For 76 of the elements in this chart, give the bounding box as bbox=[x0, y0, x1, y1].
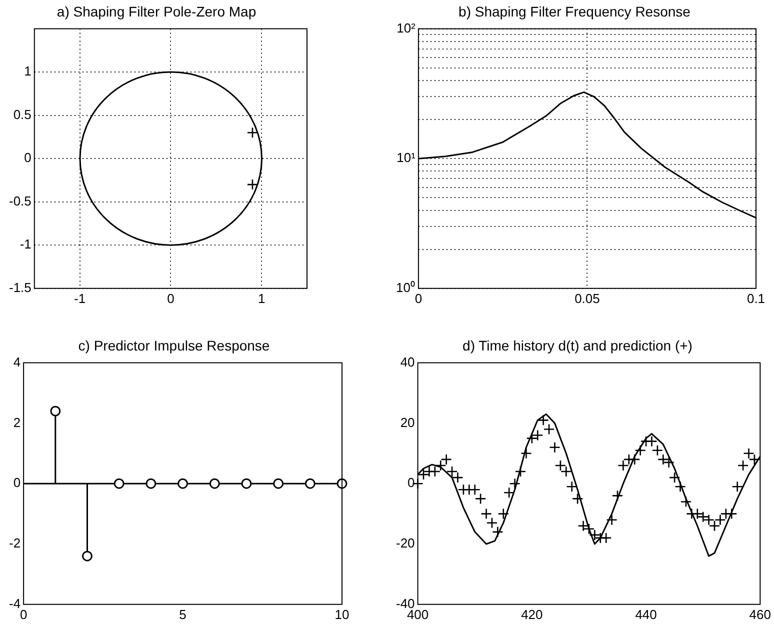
point bbox=[674, 480, 686, 492]
point bbox=[726, 508, 738, 520]
x-tick-label: 0.1 bbox=[746, 290, 766, 306]
point bbox=[628, 454, 640, 466]
point bbox=[474, 493, 486, 504]
y-tick-label: 0 bbox=[408, 475, 415, 490]
point bbox=[434, 460, 446, 472]
chart-title: a) Shaping Filter Pole-Zero Map bbox=[56, 3, 256, 20]
x-tick-label: 440 bbox=[635, 606, 657, 622]
point bbox=[737, 460, 749, 472]
point bbox=[520, 448, 532, 460]
point bbox=[600, 532, 612, 544]
y-tick-label: 2 bbox=[13, 414, 21, 430]
y-tick-label: -20 bbox=[396, 536, 415, 551]
point bbox=[732, 480, 743, 492]
y-tick-label: 4 bbox=[13, 354, 21, 370]
y-tick-label: -0.5 bbox=[8, 193, 32, 208]
point bbox=[498, 508, 510, 520]
point bbox=[714, 514, 726, 526]
point bbox=[114, 478, 124, 489]
point bbox=[146, 478, 156, 489]
point bbox=[178, 478, 188, 489]
point bbox=[509, 478, 520, 490]
y-tick-label: 0.5 bbox=[13, 106, 32, 122]
point bbox=[82, 550, 92, 562]
x-tick-label: 460 bbox=[749, 606, 772, 622]
y-tick-label: 1 bbox=[24, 64, 32, 79]
x-tick-label: 420 bbox=[521, 606, 543, 622]
point bbox=[469, 484, 480, 496]
y-tick-label: -1 bbox=[20, 236, 32, 252]
point bbox=[486, 517, 498, 529]
point bbox=[543, 424, 555, 435]
point bbox=[304, 478, 316, 489]
point bbox=[612, 490, 624, 502]
point bbox=[50, 406, 61, 416]
y-tick-label: 20 bbox=[400, 414, 415, 430]
point bbox=[273, 478, 284, 489]
point bbox=[538, 414, 549, 426]
point bbox=[646, 436, 658, 447]
point bbox=[549, 442, 560, 454]
y-tick-label: 40 bbox=[400, 354, 415, 370]
x-tick-label: 10 bbox=[334, 606, 350, 622]
y-tick-label: -40 bbox=[396, 596, 415, 611]
y-tick-label: 10² bbox=[396, 20, 416, 36]
chart-title: b) Shaping Filter Frequency Resonse bbox=[458, 3, 691, 20]
point bbox=[606, 514, 618, 526]
y-tick-label: 0 bbox=[24, 150, 32, 166]
y-tick-label: -2 bbox=[8, 536, 21, 551]
point bbox=[680, 496, 692, 508]
point bbox=[634, 444, 646, 456]
point bbox=[336, 478, 348, 489]
point bbox=[480, 508, 492, 520]
y-tick-label: 10⁰ bbox=[396, 280, 416, 295]
point bbox=[503, 487, 515, 498]
y-tick-label: 10¹ bbox=[396, 150, 416, 166]
point bbox=[572, 493, 584, 504]
y-tick-label: -4 bbox=[8, 596, 21, 611]
point bbox=[618, 460, 629, 472]
y-tick-label: -1.5 bbox=[8, 280, 32, 295]
point bbox=[532, 430, 544, 441]
point bbox=[526, 432, 538, 444]
point bbox=[241, 478, 252, 489]
point bbox=[209, 478, 220, 489]
point bbox=[429, 466, 441, 478]
point bbox=[668, 472, 680, 484]
x-tick-label: 5 bbox=[179, 606, 186, 622]
x-tick-label: 0 bbox=[167, 290, 174, 306]
point bbox=[492, 526, 504, 538]
chart-title: c) Predictor Impulse Response bbox=[78, 337, 270, 354]
point bbox=[652, 444, 664, 456]
y-tick-label: 0 bbox=[13, 475, 21, 490]
x-tick-label: 0.05 bbox=[574, 290, 600, 306]
x-tick-label: -1 bbox=[74, 290, 86, 306]
chart-title: d) Time history d(t) and prediction (+) bbox=[462, 337, 692, 354]
point bbox=[440, 454, 452, 466]
x-tick-label: 1 bbox=[258, 290, 266, 306]
